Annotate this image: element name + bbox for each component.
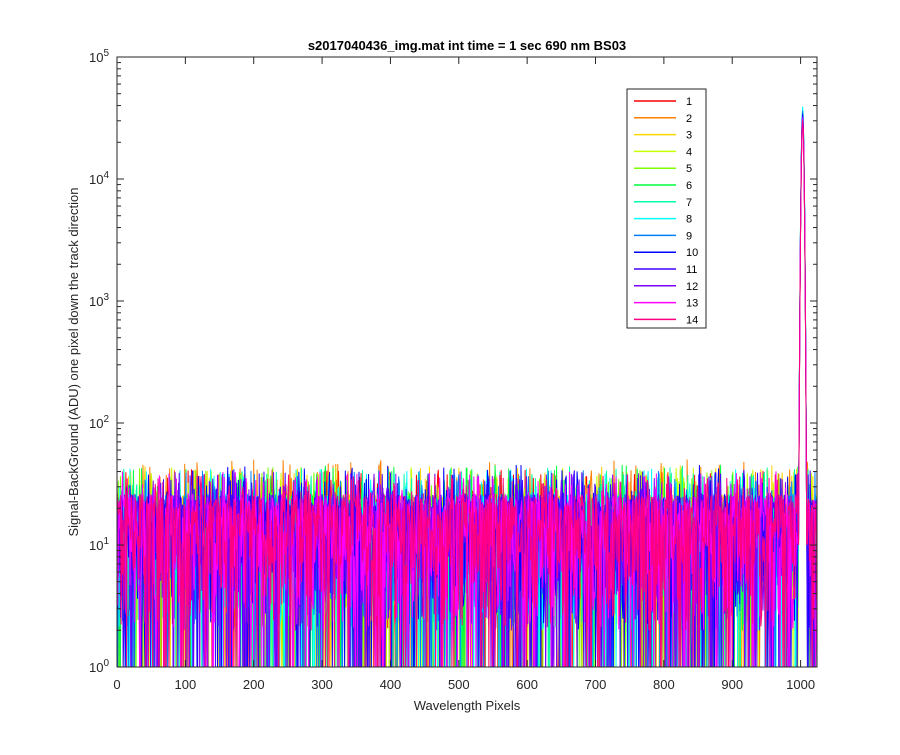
legend-label-9: 9 <box>686 230 692 242</box>
chart-title: s2017040436_img.mat int time = 1 sec 690… <box>308 38 626 53</box>
x-tick-label: 500 <box>448 677 470 692</box>
legend-label-6: 6 <box>686 180 692 192</box>
legend-label-11: 11 <box>686 264 697 276</box>
legend-label-5: 5 <box>686 163 692 175</box>
legend-label-1: 1 <box>686 96 692 108</box>
x-axis: 0 100 200 300 400 500 600 700 800 900 1000 <box>113 57 815 692</box>
x-tick-label: 600 <box>516 677 538 692</box>
x-axis-label: Wavelength Pixels <box>414 698 521 713</box>
x-tick-label: 300 <box>311 677 333 692</box>
y-tick-label: 100 <box>89 658 109 675</box>
x-tick-label: 800 <box>653 677 675 692</box>
y-tick-label: 104 <box>89 170 109 187</box>
y-tick-label: 103 <box>89 292 109 309</box>
legend-label-14: 14 <box>686 314 698 326</box>
legend-label-4: 4 <box>686 146 692 158</box>
legend-label-7: 7 <box>686 197 692 209</box>
x-tick-label: 400 <box>380 677 402 692</box>
legend-label-10: 10 <box>686 247 698 259</box>
legend-label-12: 12 <box>686 281 698 293</box>
x-tick-label: 200 <box>243 677 265 692</box>
legend-box <box>626 88 707 329</box>
legend-label-2: 2 <box>686 113 692 125</box>
x-tick-label: 700 <box>585 677 607 692</box>
y-tick-label: 105 <box>89 48 109 65</box>
x-tick-label: 100 <box>175 677 197 692</box>
y-axis-label: Signal-BackGround (ADU) one pixel down t… <box>66 187 81 536</box>
x-tick-label: 0 <box>113 677 120 692</box>
legend-label-3: 3 <box>686 130 692 142</box>
x-tick-label: 1000 <box>786 677 815 692</box>
series-layer <box>117 106 817 667</box>
legend-label-8: 8 <box>686 214 692 226</box>
series-line-14 <box>117 120 817 667</box>
legend-label-13: 13 <box>686 298 698 310</box>
y-tick-label: 101 <box>89 536 109 553</box>
plot-frame <box>116 56 818 668</box>
y-tick-label: 102 <box>89 414 109 431</box>
x-tick-label: 900 <box>721 677 743 692</box>
